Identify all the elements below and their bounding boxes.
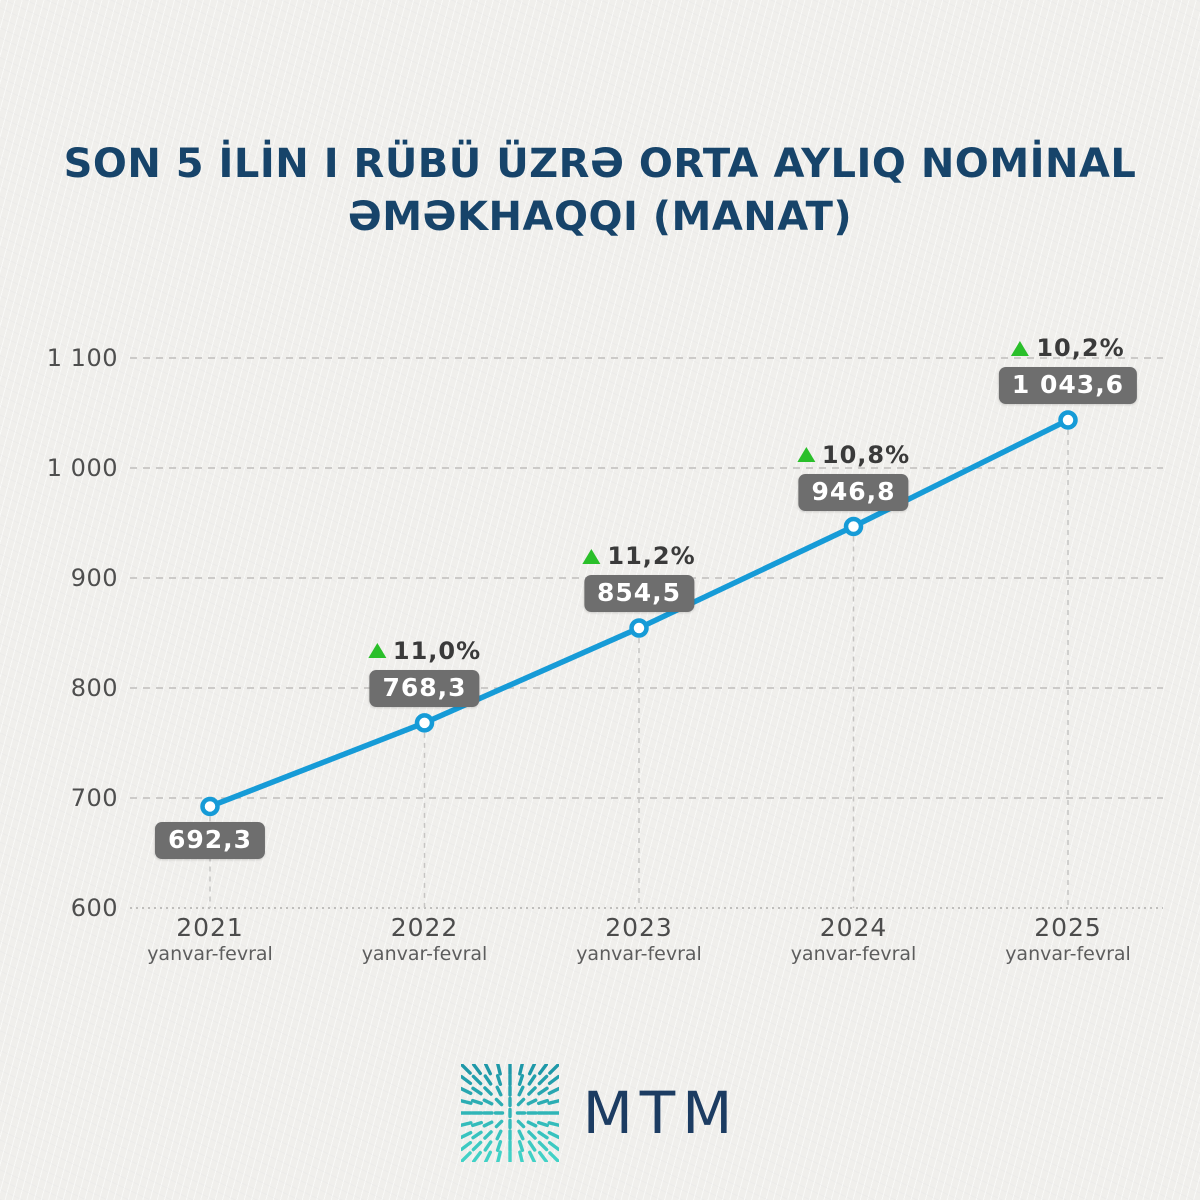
data-point-marker (843, 516, 864, 537)
data-point-marker (629, 618, 649, 638)
logo-text: MTM (582, 1079, 740, 1147)
mtm-starburst-icon (460, 1064, 559, 1162)
page-title-line2: ƏMƏKHAQQI (MANAT) (347, 193, 853, 240)
page-title-line1: SON 5 İLİN I RÜBÜ ÜZRƏ ORTA AYLIQ NOMİNA… (63, 141, 1137, 187)
data-point-marker (200, 796, 220, 817)
logo: MTM (0, 1064, 1200, 1162)
data-point-marker (1058, 410, 1078, 430)
page-title: SON 5 İLİN I RÜBÜ ÜZRƏ ORTA AYLIQ NOMİNA… (40, 138, 1160, 244)
data-point-marker (414, 713, 435, 733)
